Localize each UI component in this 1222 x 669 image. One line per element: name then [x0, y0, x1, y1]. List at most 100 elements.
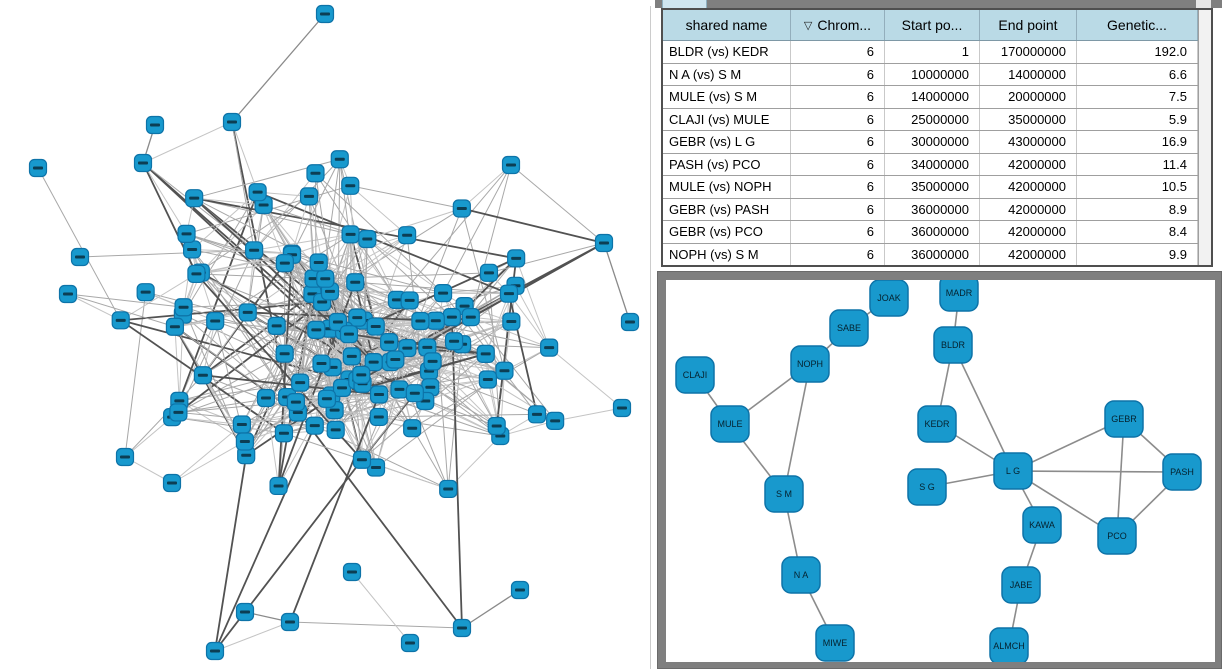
node-MULE[interactable]: MULE [710, 405, 750, 443]
overview-node[interactable] [461, 307, 480, 327]
network-edge[interactable] [178, 320, 216, 402]
overview-node[interactable] [305, 416, 324, 435]
overview-node[interactable] [70, 247, 90, 267]
overview-node[interactable] [245, 241, 264, 260]
overview-node[interactable] [275, 254, 294, 273]
table-row[interactable]: MULE (vs) S M 6 14000000 20000000 7.5 [663, 86, 1198, 109]
overview-node[interactable] [136, 283, 155, 302]
overview-node[interactable] [423, 352, 442, 371]
network-edge[interactable] [361, 383, 364, 460]
node-SM[interactable]: S M [764, 475, 804, 513]
network-edge[interactable] [488, 242, 605, 274]
network-edge[interactable] [461, 208, 505, 371]
node-CLAJI[interactable]: CLAJI [675, 356, 715, 394]
network-edge[interactable] [192, 248, 292, 255]
table-row[interactable]: BLDR (vs) KEDR 6 1 170000000 192.0 [663, 41, 1198, 64]
overview-node[interactable] [452, 199, 471, 218]
overview-node[interactable] [527, 405, 547, 424]
network-edge[interactable] [245, 401, 297, 456]
network-edge[interactable] [461, 164, 512, 209]
network-edge[interactable] [79, 249, 255, 258]
network-edge[interactable] [350, 185, 462, 209]
network-edge[interactable] [442, 164, 512, 294]
column-header-start_point[interactable]: Start po... [885, 10, 980, 40]
node-KEDR[interactable]: KEDR [917, 405, 957, 443]
overview-node[interactable] [390, 380, 409, 399]
network-edge[interactable] [515, 285, 550, 348]
network-edge[interactable] [265, 397, 280, 487]
network-edge[interactable] [142, 121, 233, 164]
overview-node[interactable] [369, 407, 388, 427]
network-edge[interactable] [231, 13, 326, 123]
network-edge[interactable] [450, 317, 463, 629]
overview-node[interactable] [235, 432, 255, 451]
network-edge[interactable] [430, 353, 486, 388]
network-edge[interactable] [461, 589, 521, 629]
network-edge[interactable] [37, 167, 122, 321]
node-KAWA[interactable]: KAWA [1022, 506, 1062, 544]
network-edge[interactable] [318, 234, 408, 263]
overview-node[interactable] [369, 385, 389, 404]
overview-node[interactable] [495, 361, 514, 380]
network-edge[interactable] [231, 121, 259, 193]
overview-node[interactable] [620, 312, 640, 332]
overview-node[interactable] [187, 264, 206, 284]
overview-node[interactable] [358, 229, 377, 249]
network-edge[interactable] [263, 204, 345, 331]
overview-node[interactable] [248, 183, 267, 202]
overview-node[interactable] [342, 347, 361, 366]
node-JABE[interactable]: JABE [1001, 566, 1041, 604]
overview-node[interactable] [169, 403, 188, 422]
network-edge[interactable] [200, 204, 264, 273]
overview-node[interactable] [546, 411, 565, 430]
node-SABE[interactable]: SABE [829, 309, 869, 347]
network-edge[interactable] [171, 301, 323, 418]
network-edge[interactable] [142, 162, 187, 235]
network-edge[interactable] [178, 191, 259, 402]
network-edge[interactable] [350, 234, 398, 301]
network-edge[interactable] [67, 293, 184, 308]
network-edge[interactable] [315, 172, 444, 294]
network-edge[interactable] [214, 320, 267, 399]
overview-node[interactable] [341, 225, 360, 244]
node-PASH[interactable]: PASH [1162, 453, 1202, 491]
network-edge[interactable] [186, 233, 285, 264]
table-scrollbar[interactable] [1198, 10, 1211, 265]
overview-node[interactable] [193, 366, 213, 385]
network-edge[interactable] [295, 356, 353, 403]
network-edge[interactable] [470, 316, 505, 372]
network-edge[interactable] [354, 282, 400, 390]
overview-node[interactable] [612, 398, 632, 418]
overview-node[interactable] [366, 458, 386, 477]
overview-node[interactable] [291, 373, 310, 392]
column-header-chromosome[interactable]: ▽ Chrom... [791, 10, 885, 40]
overview-node[interactable] [174, 298, 193, 317]
network-edge[interactable] [349, 185, 408, 236]
overview-node[interactable] [540, 338, 559, 357]
network-edge[interactable] [200, 272, 301, 383]
overview-node[interactable] [426, 311, 445, 330]
network-edge[interactable] [284, 262, 396, 360]
overview-node[interactable] [177, 224, 196, 243]
overview-node[interactable] [352, 450, 372, 469]
overview-node[interactable] [342, 562, 362, 582]
network-edge[interactable] [395, 359, 501, 437]
network-edge[interactable] [277, 253, 293, 487]
overview-node[interactable] [476, 344, 495, 363]
network-edge[interactable] [241, 341, 390, 425]
overview-node[interactable] [348, 308, 367, 327]
overview-node[interactable] [312, 354, 331, 373]
overview-node[interactable] [316, 269, 335, 288]
network-edge[interactable] [286, 396, 463, 629]
overview-node[interactable] [275, 344, 294, 363]
network-edge[interactable] [508, 293, 550, 348]
overview-node[interactable] [452, 618, 472, 638]
edge-LG-PASH[interactable] [1012, 470, 1183, 473]
overview-node[interactable] [299, 187, 319, 206]
overview-node[interactable] [501, 155, 521, 175]
overview-node[interactable] [306, 164, 325, 183]
network-edge[interactable] [470, 164, 512, 318]
node-JOAK[interactable]: JOAK [869, 280, 909, 317]
overview-node[interactable] [380, 333, 399, 352]
overview-node[interactable] [341, 176, 360, 195]
